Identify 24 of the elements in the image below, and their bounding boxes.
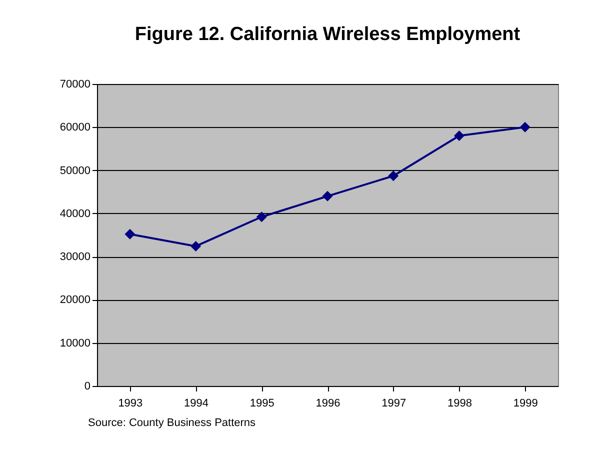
source-note: Source: County Business Patterns [88,417,256,429]
point [190,240,202,252]
point [454,130,464,142]
y-tick-label: 10000 [60,337,90,350]
y-tick-label: 70000 [60,78,90,90]
y-tick-label: 50000 [60,164,90,177]
x-tick-label: 1996 [316,398,340,410]
y-tick-label: 20000 [60,294,90,306]
chart-title: Figure 12. California Wireless Employment [134,24,521,45]
x-tick-label: 1995 [250,398,274,410]
x-tick-label: 1994 [184,398,209,410]
y-tick-label: 30000 [60,251,90,264]
x-tick-label: 1998 [447,398,472,410]
y-tick-label: 40000 [60,208,90,220]
point [124,228,136,240]
point [520,122,530,132]
point [256,212,267,222]
point [388,170,399,182]
point [322,190,333,202]
x-tick-label: 1993 [118,398,143,410]
y-tick-label: 60000 [60,122,90,134]
y-tick-label: 0 [84,380,90,392]
x-tick-label: 1997 [382,398,406,410]
x-tick-label: 1999 [513,398,538,410]
